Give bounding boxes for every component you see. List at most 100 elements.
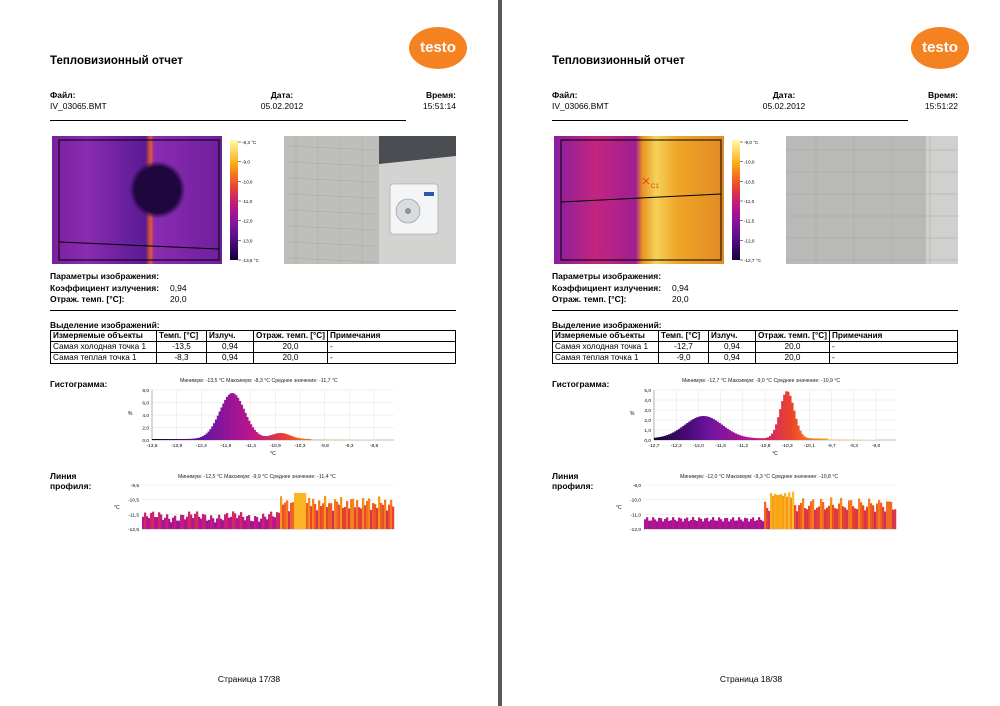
histogram-bar — [240, 404, 243, 440]
profile-bar — [772, 495, 775, 529]
histogram-bar — [253, 429, 256, 440]
refl-temp-value: 20,0 — [170, 294, 187, 304]
histogram-bar — [672, 432, 675, 440]
histogram-label: Гистограмма: — [50, 379, 108, 389]
profile-bar — [328, 503, 331, 529]
cell-object: Самая теплая точка 1 — [552, 352, 659, 364]
scale-tick-label: -12,0 — [744, 238, 755, 243]
histogram-bar — [205, 433, 208, 440]
time-value: 15:51:14 — [422, 101, 456, 111]
histogram-x-tick: -9,0 — [872, 443, 881, 449]
histogram-bar — [301, 438, 304, 440]
histogram-bar — [779, 409, 782, 440]
scale-tick-label: -11,5 — [744, 219, 755, 224]
histogram-bar — [712, 419, 715, 440]
histogram-bar — [164, 438, 168, 440]
profile-bar — [784, 493, 787, 529]
histogram-bar — [756, 438, 760, 440]
profile-bar — [302, 492, 305, 529]
histogram-bar — [728, 430, 731, 440]
profile-bar — [246, 516, 249, 529]
histogram-bar — [807, 438, 810, 440]
histogram-stats: Минимум: -12,7 °C Максимум: -9,0 °C Сред… — [682, 378, 841, 384]
profile-bar — [388, 504, 391, 529]
histogram-bar — [658, 437, 661, 440]
profile-y-tick: -10,5 — [128, 498, 139, 504]
scale-bar — [230, 140, 238, 260]
profile-label-line2: профиля: — [552, 481, 594, 491]
profile-bar — [674, 519, 677, 529]
histogram-bar — [163, 439, 166, 440]
header-rule — [50, 120, 406, 121]
profile-bar — [650, 520, 653, 529]
time-label: Время: — [927, 90, 958, 100]
histogram-y-tick: 5,0 — [644, 388, 651, 394]
histogram-bar — [218, 411, 221, 440]
table-row: Самая теплая точка 1 -9,0 0,94 20,0 - — [552, 352, 958, 364]
profile-bar — [226, 513, 229, 529]
emissivity-label: Коэффициент излучения: — [50, 283, 160, 293]
histogram-bar — [283, 433, 286, 440]
histogram-bar — [740, 435, 744, 440]
profile-bar — [174, 515, 177, 529]
profile-bar — [644, 519, 647, 529]
histogram-bar — [744, 436, 748, 440]
profile-bar — [754, 520, 757, 529]
histogram-bar — [190, 438, 193, 440]
profile-bar — [274, 517, 277, 529]
histogram-bar — [762, 438, 766, 440]
profile-bar — [206, 520, 209, 529]
profile-bar — [790, 497, 793, 529]
histogram-bar — [754, 438, 758, 440]
profile-bar — [732, 517, 735, 529]
profile-bar — [160, 514, 163, 529]
histogram-bar — [229, 393, 232, 440]
histogram-bar — [769, 435, 772, 440]
emissivity-value: 0,94 — [170, 283, 187, 293]
profile-bar — [288, 511, 291, 529]
profile-y-tick: -10,0 — [630, 498, 641, 504]
histogram-x-tick: -9,8 — [321, 443, 330, 449]
histogram-bar — [700, 416, 703, 440]
profile-bar — [852, 506, 855, 529]
thermal-overlay — [58, 139, 220, 261]
profile-bar — [148, 518, 151, 529]
histogram-bar — [734, 433, 738, 440]
histogram-y-tick: 6,0 — [142, 401, 149, 407]
cell-notes: - — [327, 341, 456, 353]
histogram-bar — [268, 435, 271, 440]
profile-bar — [164, 517, 167, 529]
profile-bar — [726, 518, 729, 529]
profile-bar — [332, 510, 335, 529]
emissivity-label: Коэффициент излучения: — [552, 283, 662, 293]
cell-object: Самая теплая точка 1 — [50, 352, 157, 364]
col-header-object: Измеряемые объекты — [552, 330, 659, 342]
profile-bar — [296, 492, 299, 529]
profile-bar — [702, 521, 705, 529]
profile-bar — [210, 515, 213, 529]
histogram-bar — [654, 437, 657, 440]
profile-bar — [330, 503, 333, 529]
profile-y-tick: -9,0 — [633, 483, 642, 489]
profile-bar — [656, 521, 659, 529]
profile-bar — [384, 499, 387, 529]
profile-bar — [816, 507, 819, 529]
profile-bar — [770, 492, 773, 529]
histogram-bar — [246, 416, 249, 440]
temperature-scale: -9,0 °C -10,0 -10,5 -11,0 -11,5 -12,0 -12,7 °C — [732, 140, 762, 263]
histogram-y-tick: 8,0 — [142, 388, 149, 394]
profile-bar — [824, 509, 827, 529]
profile-bar — [892, 509, 895, 529]
profile-bar — [734, 520, 737, 529]
profile-bar — [292, 502, 295, 529]
histogram-bar — [815, 438, 818, 440]
profile-bar — [686, 517, 689, 529]
col-header-temp: Темп. [°C] — [156, 330, 207, 342]
page-footer: Страница 18/38 — [719, 674, 783, 684]
histogram-bar — [170, 438, 173, 440]
profile-y-tick: -12,0 — [630, 527, 641, 533]
selection-heading: Выделение изображений: — [552, 320, 662, 330]
histogram-bar — [238, 400, 242, 440]
profile-bar — [178, 520, 181, 529]
report-title: Тепловизионный отчет — [552, 55, 685, 67]
